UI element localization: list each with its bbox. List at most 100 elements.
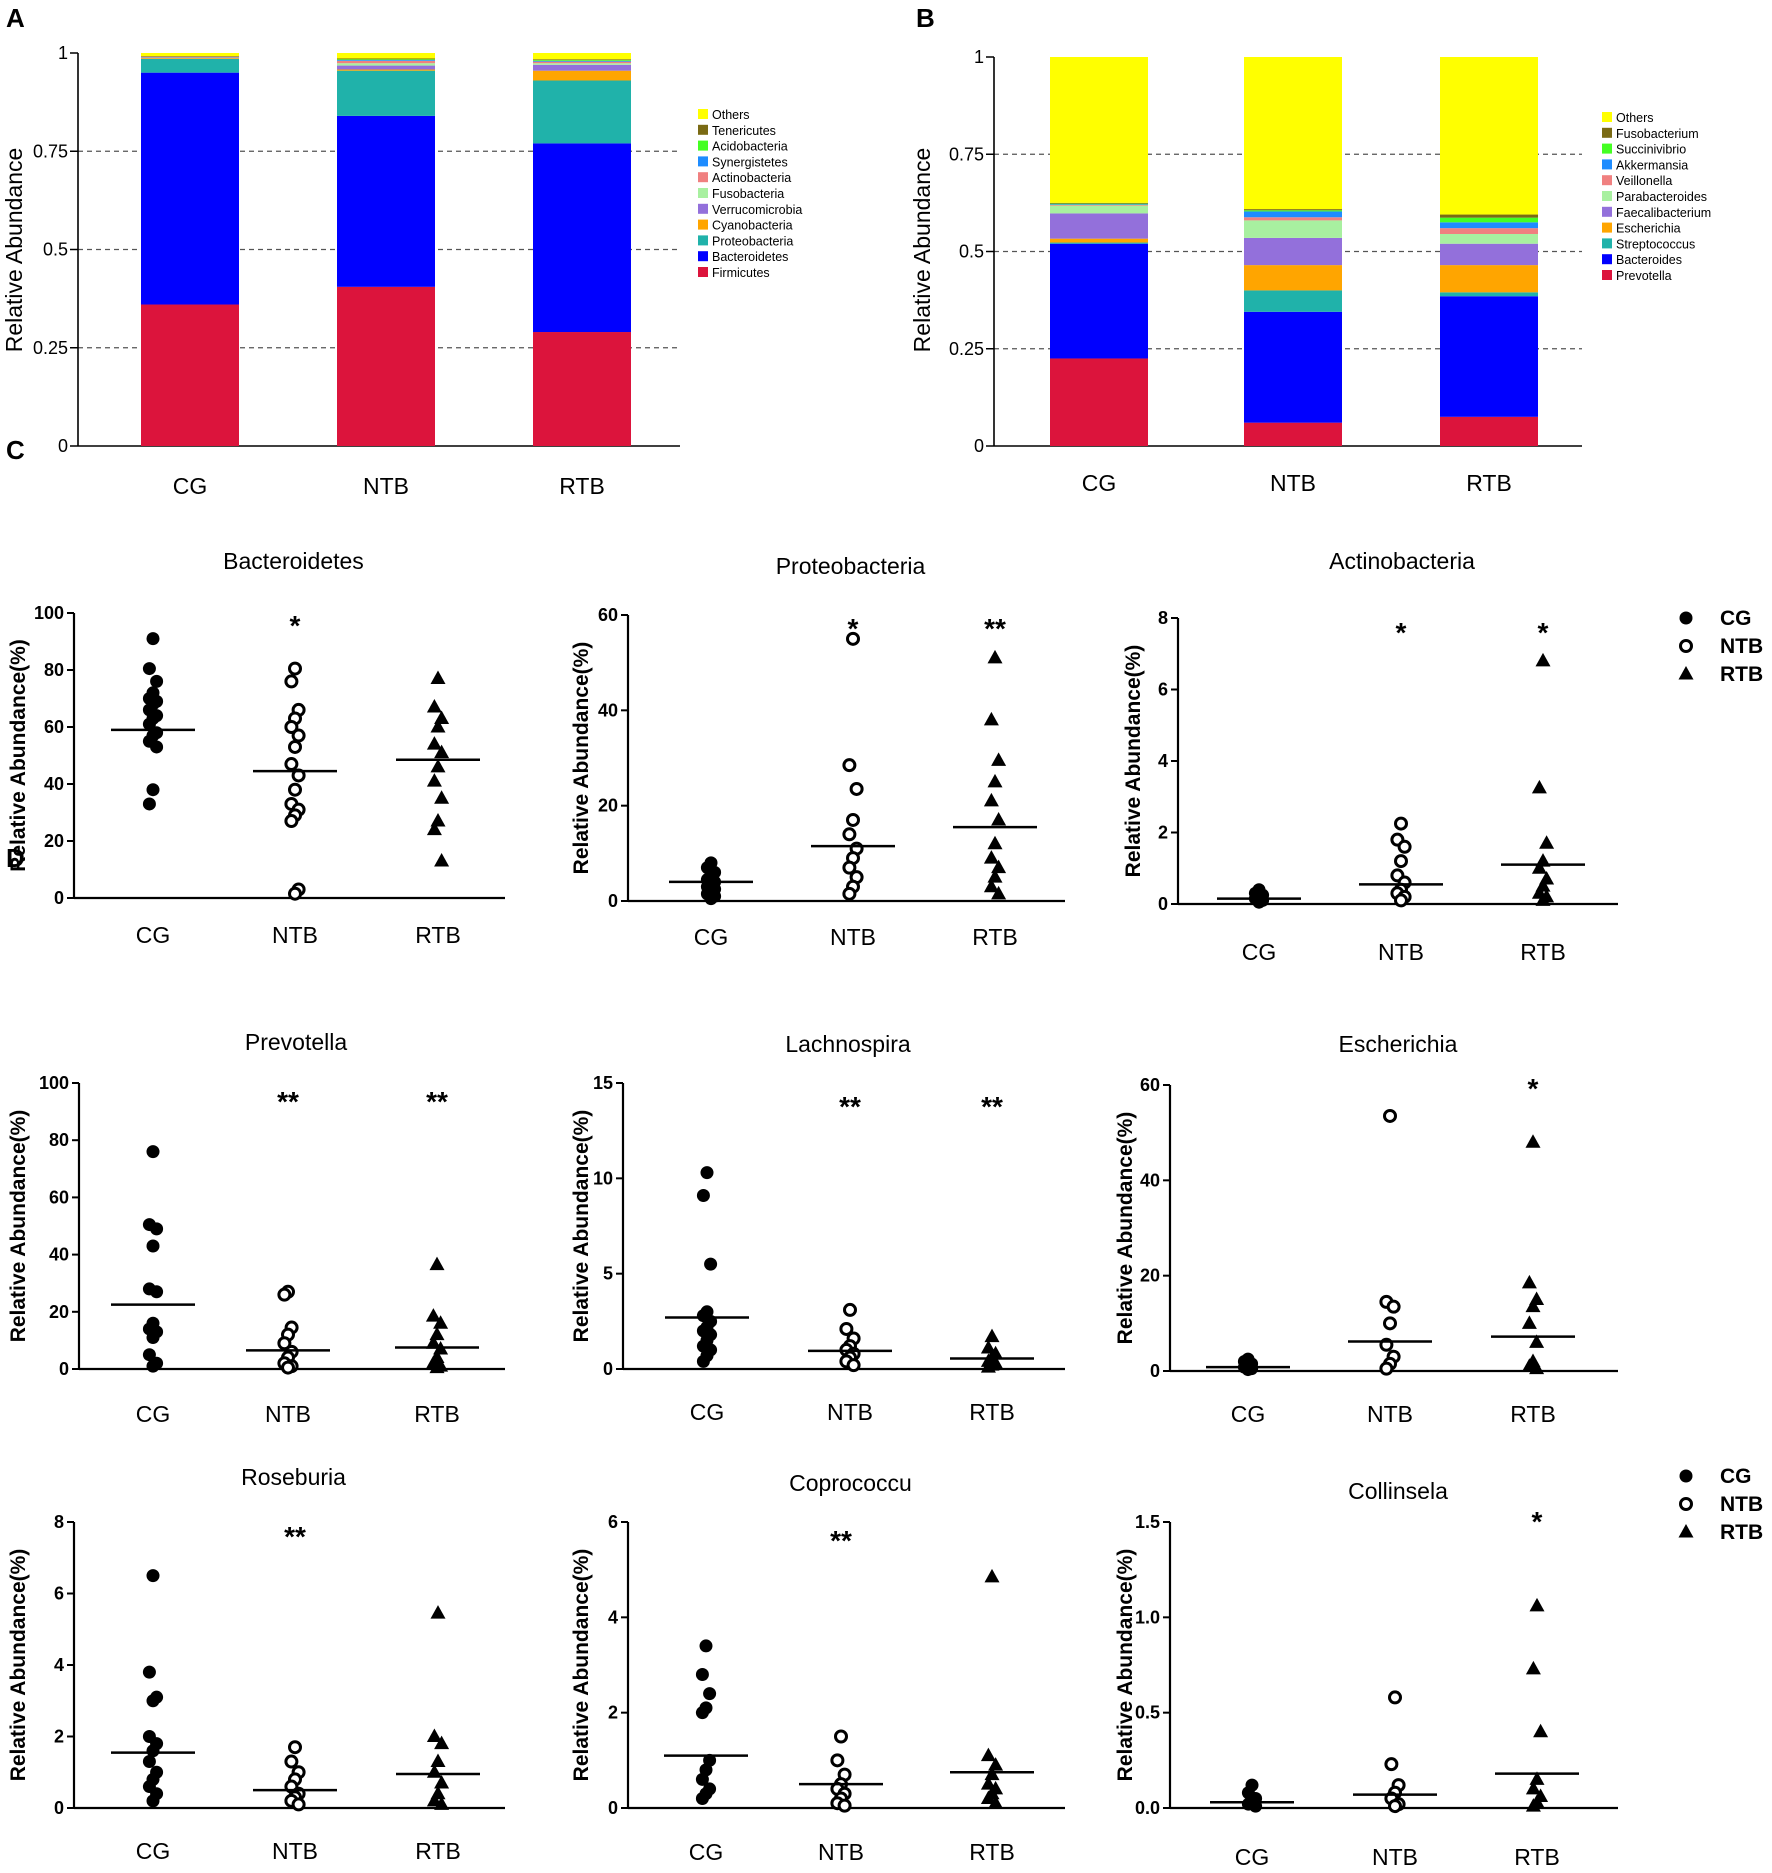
legend-label-streptococcus: Streptococcus [1616, 237, 1695, 251]
y-tick-label: 60 [1140, 1075, 1160, 1095]
data-point-cg [695, 1668, 709, 1682]
data-point-ntb [834, 1729, 848, 1744]
y-tick-label: 0.5 [1135, 1703, 1160, 1723]
legend-label-cg: CG [1720, 1465, 1752, 1488]
y-axis-label: Relative Abundance(%) [7, 639, 30, 872]
bar-segment-rtb-bacteroidetes [533, 143, 631, 333]
data-point-ntb [284, 674, 299, 689]
legend-marker-rtb [1678, 666, 1694, 680]
y-tick-label: 0 [603, 1359, 613, 1379]
legend-label-acidobacteria: Acidobacteria [712, 140, 788, 154]
legend-label-rtb: RTB [1720, 663, 1763, 686]
data-point-cg [704, 1257, 718, 1271]
bar-segment-cg-faecalibacterium [1050, 213, 1148, 239]
y-tick-label: 6 [608, 1512, 618, 1532]
bar-segment-cg-fusobacterium [1050, 202, 1148, 204]
x-category-label-ntb: NTB [1372, 1844, 1418, 1870]
data-point-ntb [281, 1360, 295, 1375]
data-point-cg [699, 1639, 713, 1653]
y-tick-label: 8 [1158, 608, 1168, 628]
bar-segment-ntb-tenericutes [337, 58, 435, 60]
bar-segment-ntb-others [1244, 57, 1342, 210]
legend-label-cg: CG [1720, 607, 1752, 630]
data-point-ntb [1394, 854, 1408, 869]
y-tick-label: 2 [54, 1727, 64, 1747]
bar-segment-rtb-parabacteroides [1440, 233, 1538, 244]
legend-swatch-others [698, 109, 708, 119]
data-point-rtb [987, 835, 1003, 850]
y-axis-label: Relative Abundance(%) [7, 1549, 30, 1782]
scatter-plot-bacteroidetes: 0 20 40 60 80 100 Bacteroidetes Relative Abunda… [7, 548, 505, 948]
bar-segment-cg-veillonella [1050, 204, 1148, 206]
y-axis-label: Relative Abundance(%) [1114, 1549, 1137, 1782]
data-point-rtb [426, 821, 442, 836]
data-point-rtb [1525, 1660, 1541, 1675]
bar-segment-rtb-synergistetes [533, 60, 631, 62]
data-point-cg [1241, 1363, 1255, 1377]
legend-label-actinobacteria: Actinobacteria [712, 171, 791, 185]
data-point-cg [146, 1744, 160, 1758]
y-tick-label: 40 [49, 1245, 69, 1265]
scatter-legend-2: CG NTB RTB [1678, 1465, 1763, 1544]
data-point-ntb [277, 1336, 292, 1351]
legend-swatch-akkermansia [1602, 159, 1612, 170]
bar-segment-rtb-cyanobacteria [533, 70, 631, 81]
bar-segment-ntb-escherichia [1244, 265, 1342, 291]
y-tick-label: 0.5 [959, 242, 984, 262]
y-axis-label: Relative Abundance(%) [570, 642, 593, 875]
bar-segment-ntb-succinivibrio [1244, 210, 1342, 212]
legend-label-faecalibacterium: Faecalibacterium [1616, 206, 1711, 220]
data-point-rtb [430, 719, 446, 733]
data-point-rtb [1529, 1334, 1545, 1348]
bar-segment-rtb-others [1440, 57, 1538, 215]
legend-label-bacteroides: Bacteroides [1616, 253, 1682, 267]
bar-segment-rtb-tenericutes [533, 59, 631, 61]
bar-segment-ntb-actinobacteria [337, 60, 435, 64]
bar-segment-rtb-prevotella [1440, 416, 1538, 446]
legend-label-prevotella: Prevotella [1616, 269, 1672, 283]
data-point-cg [696, 1354, 710, 1368]
legend-label-cyanobacteria: Cyanobacteria [712, 219, 793, 233]
y-tick-label: 2 [608, 1703, 618, 1723]
data-point-rtb [983, 878, 999, 893]
data-point-ntb [1383, 1108, 1397, 1123]
scatter-legend-1: CG NTB RTB [1678, 607, 1763, 686]
data-point-rtb [426, 773, 442, 787]
legend-swatch-faecalibacterium [1602, 206, 1612, 217]
data-point-ntb [1384, 1757, 1399, 1772]
y-tick-label: 2 [1158, 823, 1168, 843]
legend-label-verrucomicrobia: Verrucomicrobia [712, 203, 802, 217]
y-tick-label: 6 [54, 1584, 64, 1604]
x-category-label-rtb: RTB [969, 1399, 1015, 1425]
y-axis-label: Relative Abundance(%) [570, 1110, 593, 1343]
x-category-label-rtb: RTB [415, 1838, 461, 1864]
data-point-ntb [842, 886, 857, 901]
legend-label-succinivibrio: Succinivibrio [1616, 143, 1686, 157]
legend-label-ntb: NTB [1720, 1493, 1763, 1516]
bar-segment-cg-tenericutes [141, 56, 239, 57]
significance-marker-rtb: * [1532, 1506, 1543, 1537]
bar-segment-ntb-bacteroidetes [337, 115, 435, 287]
y-tick-label: 0.25 [33, 338, 68, 358]
bar-segment-rtb-veillonella [1440, 228, 1538, 234]
x-category-label-rtb: RTB [1520, 939, 1566, 965]
bar-segment-rtb-fusobacterium [1440, 214, 1538, 218]
y-tick-label: 80 [44, 660, 64, 680]
scatter-plot-prevotella: 0 20 40 60 80 100 Prevotella Relative Abundance… [7, 1029, 505, 1427]
bar-segment-cg-parabacteroides [1050, 205, 1148, 214]
data-point-cg [146, 783, 160, 797]
significance-marker-rtb: ** [984, 613, 1006, 644]
legend-label-fusobacteria: Fusobacteria [712, 187, 784, 201]
y-tick-label: 20 [598, 796, 618, 816]
legend-label-parabacteroides: Parabacteroides [1616, 190, 1707, 204]
data-point-cg [150, 674, 164, 688]
y-tick-label: 4 [1158, 751, 1168, 771]
chart-title: Prevotella [245, 1029, 347, 1055]
data-point-cg [142, 1755, 156, 1769]
y-axis-label: Relative Abundance [909, 148, 935, 353]
data-point-rtb [433, 1315, 449, 1329]
x-category-label-rtb: RTB [1510, 1401, 1556, 1427]
legend-swatch-others [1602, 112, 1612, 122]
